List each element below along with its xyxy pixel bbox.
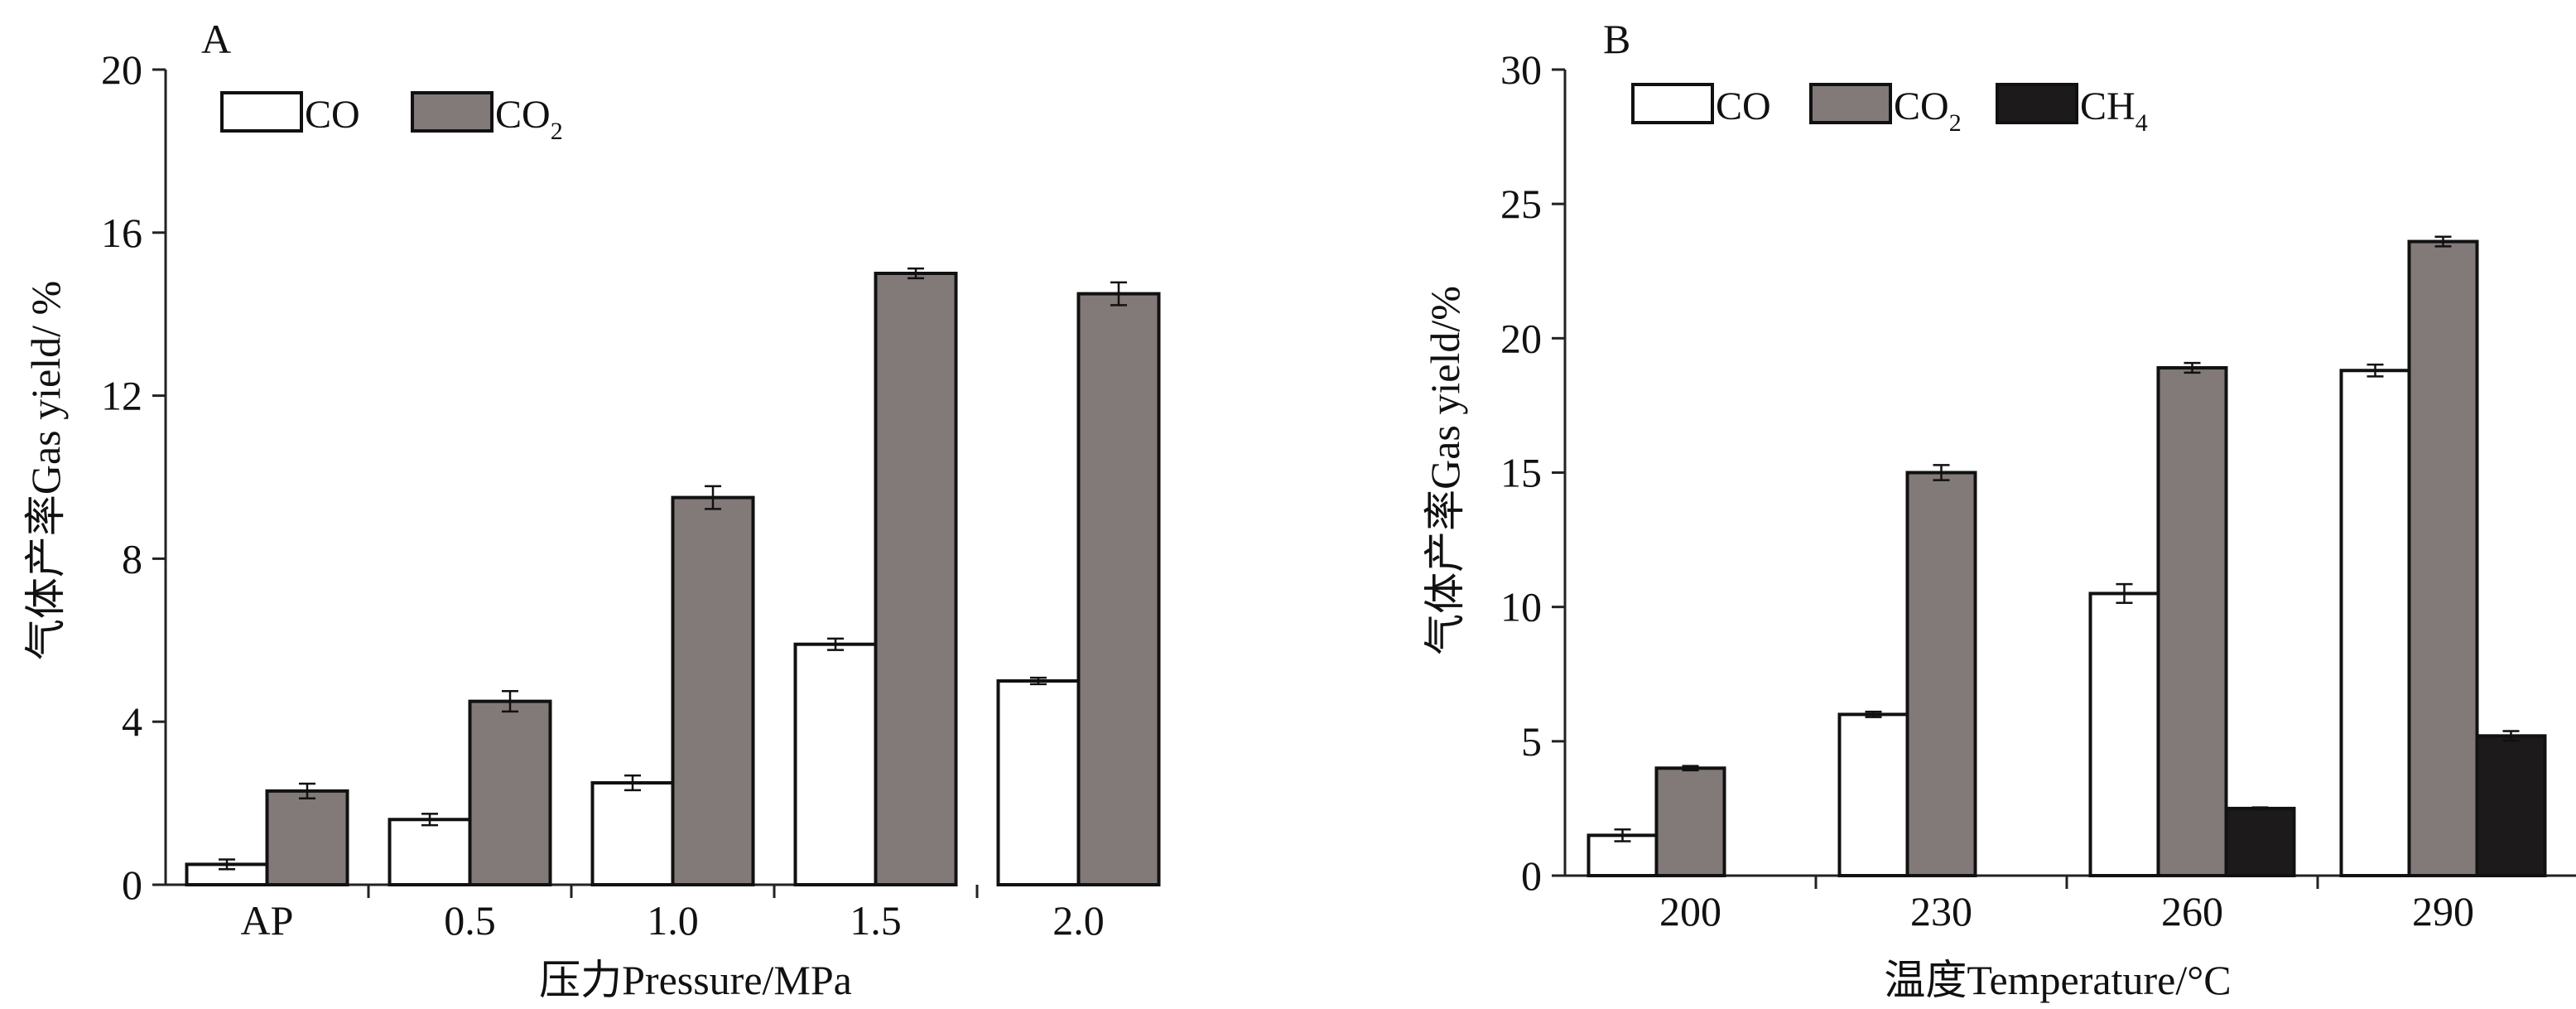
bar-co [590, 781, 675, 886]
legend-swatch-ch4 [1996, 83, 2078, 124]
panel-b-label: B [1603, 16, 1630, 62]
bar-co2 [468, 699, 552, 886]
panel-b-y-axis-title: 气体产率Gas yield/% [1422, 286, 1468, 655]
panel-a-label: A [201, 16, 231, 62]
bar-co2 [1905, 471, 1977, 877]
panel-b-y-axis: 0 5 10 15 20 25 30 [1500, 46, 1567, 899]
panel-a: A 0 4 8 12 16 20 AP 0.5 1.0 1.5 2.0 CO CO2 压力Press… [22, 16, 1161, 1003]
x-tick-label: 2.0 [1052, 897, 1105, 944]
panel-a-x-axis-title: 压力Pressure/MPa [539, 957, 852, 1003]
legend-label-co2: CO2 [495, 93, 563, 145]
y-tick-label: 20 [1500, 315, 1542, 361]
legend-swatch-co [220, 91, 303, 133]
panel-b-legend: CO CO2 CH4 [1631, 83, 2148, 137]
bar-co [2088, 591, 2160, 877]
bar-co2 [2156, 366, 2228, 877]
bar-co [1837, 712, 1909, 878]
y-tick-label: 4 [122, 698, 142, 745]
x-tick-label: 260 [2161, 888, 2223, 934]
panel-a-x-axis: AP 0.5 1.0 1.5 2.0 [166, 883, 1105, 944]
bar-co [2339, 369, 2411, 877]
bar-ch4 [2475, 734, 2547, 878]
y-tick-label: 8 [122, 535, 142, 582]
y-tick-label: 0 [1521, 852, 1542, 899]
x-tick-label: 290 [2412, 888, 2474, 934]
legend-label-co2: CO2 [1894, 84, 1962, 137]
bar-co2 [1076, 292, 1161, 887]
y-tick-label: 20 [101, 46, 142, 93]
x-tick-label: 0.5 [444, 897, 496, 944]
panel-a-bars [185, 267, 1161, 887]
panel-a-legend: CO CO2 [220, 91, 563, 145]
legend-swatch-co2 [1809, 83, 1892, 124]
panel-a-y-axis-title: 气体产率Gas yield/ % [22, 281, 69, 660]
legend-swatch-co2 [411, 91, 494, 133]
x-tick-label: 230 [1910, 888, 1972, 934]
x-tick-label: 1.5 [850, 897, 902, 944]
legend-label-co: CO [305, 93, 360, 137]
panel-b: B 0 5 10 15 20 25 30 200 230 260 290 CO CO2 CH4 温度T… [1422, 16, 2576, 1003]
panel-b-x-axis: 200 230 260 290 [1565, 874, 2576, 934]
x-tick-label: 200 [1659, 888, 1721, 934]
legend-label-co: CO [1716, 84, 1771, 128]
y-tick-label: 0 [122, 862, 142, 908]
y-tick-label: 30 [1500, 46, 1542, 93]
legend-label-ch4: CH4 [2080, 84, 2148, 137]
bar-co2 [874, 272, 958, 886]
bar-co2 [671, 495, 755, 886]
legend-swatch-co [1631, 83, 1714, 124]
bar-co [793, 642, 878, 886]
y-tick-label: 15 [1500, 450, 1542, 496]
y-tick-label: 25 [1500, 181, 1542, 227]
panel-b-x-axis-title: 温度Temperature/°C [1884, 957, 2231, 1003]
y-tick-label: 16 [101, 210, 142, 256]
y-tick-label: 10 [1500, 584, 1542, 630]
bar-co [388, 818, 472, 887]
bar-co [996, 679, 1081, 886]
bar-co2 [265, 789, 349, 887]
x-tick-label: 1.0 [647, 897, 699, 944]
y-tick-label: 5 [1521, 718, 1542, 765]
bar-co2 [2407, 239, 2479, 878]
panel-a-y-axis: 0 4 8 12 16 20 [101, 46, 167, 908]
y-tick-label: 12 [101, 373, 142, 419]
x-tick-label: AP [241, 897, 294, 944]
bar-ch4 [2224, 806, 2296, 878]
panel-b-bars [1587, 235, 2547, 878]
bar-co2 [1654, 766, 1726, 877]
